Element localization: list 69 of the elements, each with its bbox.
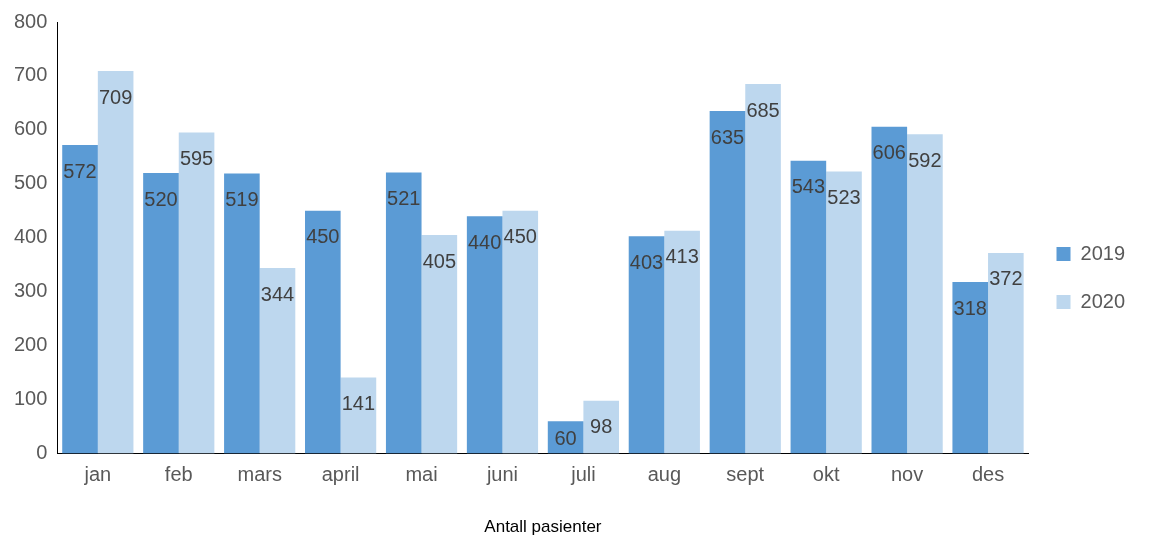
data-label: 523 [827,185,861,208]
y-tick-label: 300 [13,279,48,302]
y-tick-label: 400 [13,225,48,248]
x-tick-label: jan [83,463,112,486]
data-label: 98 [590,415,613,438]
data-label: 450 [503,225,537,248]
data-label: 521 [387,187,421,210]
data-label: 572 [63,159,97,182]
bar [826,171,862,454]
bar [143,173,179,454]
data-label: 543 [791,175,826,198]
bar [871,126,908,454]
data-label: 520 [144,187,178,210]
bar [745,84,781,454]
data-label: 403 [629,250,664,273]
bar [62,145,98,454]
x-axis-title: Antall pasienter [484,517,602,537]
y-tick-label: 500 [13,171,48,194]
x-tick-label: des [971,463,1005,486]
bar [628,236,665,454]
y-tick-label: 200 [13,333,48,356]
y-tick-label: 100 [13,387,48,410]
bar [988,252,1024,454]
data-label: 709 [98,85,133,108]
data-label: 405 [422,249,457,272]
bar [178,132,215,454]
x-tick-label: sept [726,463,765,486]
data-label: 440 [467,230,502,253]
x-tick-label: mai [405,463,438,486]
data-label: 318 [953,296,987,319]
data-label: 344 [260,282,295,305]
data-label: 413 [665,245,699,268]
data-label: 60 [554,427,577,450]
x-tick-label: feb [164,463,193,486]
x-tick-label: aug [647,463,682,486]
y-tick-label: 800 [13,9,48,32]
x-tick-label: juli [570,463,596,486]
data-label: 606 [872,141,906,164]
x-tick-label: mars [237,463,282,486]
data-label: 141 [341,392,376,415]
x-tick-label: juni [485,463,519,486]
bar [664,230,700,454]
data-label: 519 [225,188,259,211]
y-tick-label: 700 [13,63,48,86]
legend-label: 2019 [1080,241,1126,264]
bar [502,210,539,454]
bar [421,235,458,454]
data-label: 595 [179,147,214,170]
bar [790,160,827,454]
bar [224,173,260,454]
x-tick-label: april [321,463,360,486]
x-tick-label: nov [890,463,924,486]
bar [97,71,134,454]
data-label: 592 [908,148,942,171]
data-label: 450 [306,225,340,248]
bar [466,216,503,454]
bar [385,172,422,454]
bar [907,134,943,454]
y-tick-label: 600 [13,117,48,140]
x-tick-label: okt [812,463,840,486]
legend-label: 2020 [1080,289,1126,312]
data-label: 635 [710,125,745,148]
bar [709,111,746,454]
y-tick-label: 0 [36,441,48,464]
bar [952,282,989,454]
bar [305,210,341,454]
bar [259,268,296,454]
data-label: 372 [989,267,1023,290]
data-label: 685 [746,98,780,121]
